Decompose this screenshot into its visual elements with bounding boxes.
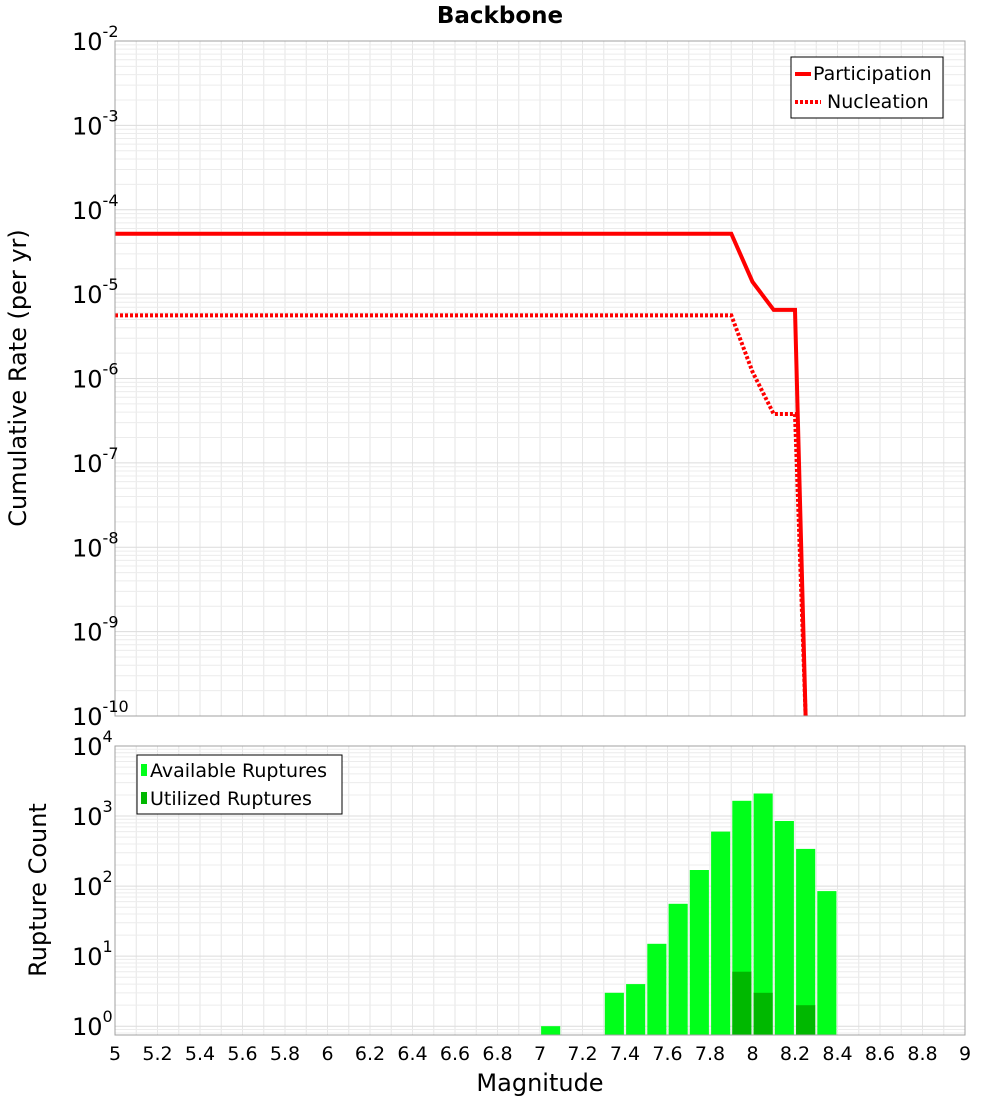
bar-available-7.85 xyxy=(711,831,731,1035)
x-tick-5.8: 5.8 xyxy=(270,1043,300,1065)
x-tick-8: 8 xyxy=(746,1043,758,1065)
top-y-tick--6: 10-6 xyxy=(72,360,119,394)
x-tick-7.8: 7.8 xyxy=(695,1043,725,1065)
legend-utilized-label: Utilized Ruptures xyxy=(150,788,312,810)
x-tick-5: 5 xyxy=(109,1043,121,1065)
top-legend: Participation Nucleation xyxy=(790,56,944,119)
x-tick-9: 9 xyxy=(959,1043,971,1065)
x-tick-7.6: 7.6 xyxy=(652,1043,682,1065)
x-tick-7.4: 7.4 xyxy=(610,1043,640,1065)
x-tick-8.4: 8.4 xyxy=(822,1043,852,1065)
x-tick-5.4: 5.4 xyxy=(185,1043,215,1065)
top-y-tick--7: 10-7 xyxy=(72,444,119,478)
legend-utilized-swatch xyxy=(141,792,147,804)
bar-available-7.65 xyxy=(668,903,688,1035)
top-y-axis-title: Cumulative Rate (per yr) xyxy=(4,229,32,527)
bar-available-7.75 xyxy=(689,870,709,1035)
bar-available-7.35 xyxy=(604,992,624,1035)
bar-utilized-8.05 xyxy=(753,992,773,1035)
x-tick-6.4: 6.4 xyxy=(397,1043,427,1065)
legend-available-swatch xyxy=(141,764,147,776)
top-y-tick--3: 10-3 xyxy=(72,106,119,140)
x-tick-7: 7 xyxy=(534,1043,546,1065)
series-line-participation xyxy=(115,231,808,717)
x-tick-5.2: 5.2 xyxy=(142,1043,172,1065)
bar-available-7.45 xyxy=(626,984,646,1035)
x-tick-5.6: 5.6 xyxy=(227,1043,257,1065)
bottom-bars xyxy=(541,793,837,1035)
bar-available-8.25 xyxy=(796,848,816,1035)
bottom-y-tick-3: 103 xyxy=(72,797,113,831)
top-y-tick--8: 10-8 xyxy=(72,528,119,562)
bottom-y-tick-1: 101 xyxy=(72,937,113,971)
top-lines xyxy=(115,231,808,717)
bar-available-8.15 xyxy=(774,821,794,1035)
bottom-y-tick-0: 100 xyxy=(72,1007,113,1041)
bar-available-8.05 xyxy=(753,793,773,1035)
bottom-y-tick-labels: 104 103 102 101 100 xyxy=(72,727,113,1041)
legend-participation-label: Participation xyxy=(813,63,932,85)
x-tick-8.6: 8.6 xyxy=(865,1043,895,1065)
x-tick-6.8: 6.8 xyxy=(482,1043,512,1065)
top-y-tick--10: 10-10 xyxy=(72,697,129,731)
legend-available-label: Available Ruptures xyxy=(150,760,327,782)
bar-available-7.05 xyxy=(541,1026,561,1035)
bar-utilized-8.25 xyxy=(796,1005,816,1035)
top-y-tick--2: 10-2 xyxy=(72,22,119,56)
bottom-plot-frame xyxy=(114,745,966,1036)
top-y-tick--9: 10-9 xyxy=(72,613,119,647)
bar-utilized-7.95 xyxy=(732,971,752,1035)
bottom-y-tick-2: 102 xyxy=(72,867,113,901)
bottom-y-axis-title: Rupture Count xyxy=(24,803,52,977)
bottom-legend: Available Ruptures Utilized Ruptures xyxy=(136,754,343,815)
top-legend-box xyxy=(790,56,944,119)
top-y-tick-labels: 10-2 10-3 10-4 10-5 10-6 10-7 10-8 10-9 10-10 xyxy=(72,22,129,731)
chart-title: Backbone xyxy=(437,3,563,29)
x-tick-7.2: 7.2 xyxy=(567,1043,597,1065)
bar-available-8.35 xyxy=(817,891,837,1035)
bar-available-7.55 xyxy=(647,943,667,1035)
x-tick-labels: 5 5.2 5.4 5.6 5.8 6 6.2 6.4 6.6 6.8 7 7.2 7.4 7.6 7.8 8… xyxy=(109,1043,971,1065)
x-tick-8.2: 8.2 xyxy=(780,1043,810,1065)
x-tick-6.2: 6.2 xyxy=(355,1043,385,1065)
x-tick-8.8: 8.8 xyxy=(907,1043,937,1065)
x-axis-title: Magnitude xyxy=(476,1069,603,1097)
top-y-tick--5: 10-5 xyxy=(72,275,119,309)
bottom-legend-box xyxy=(136,754,343,815)
x-tick-6: 6 xyxy=(321,1043,333,1065)
top-plot-frame xyxy=(114,40,966,717)
x-tick-6.6: 6.6 xyxy=(440,1043,470,1065)
top-y-tick--4: 10-4 xyxy=(72,191,119,225)
bottom-y-tick-4: 104 xyxy=(72,727,113,761)
legend-nucleation-label: Nucleation xyxy=(827,91,929,113)
series-line-nucleation xyxy=(115,313,808,717)
top-grid xyxy=(114,40,966,717)
